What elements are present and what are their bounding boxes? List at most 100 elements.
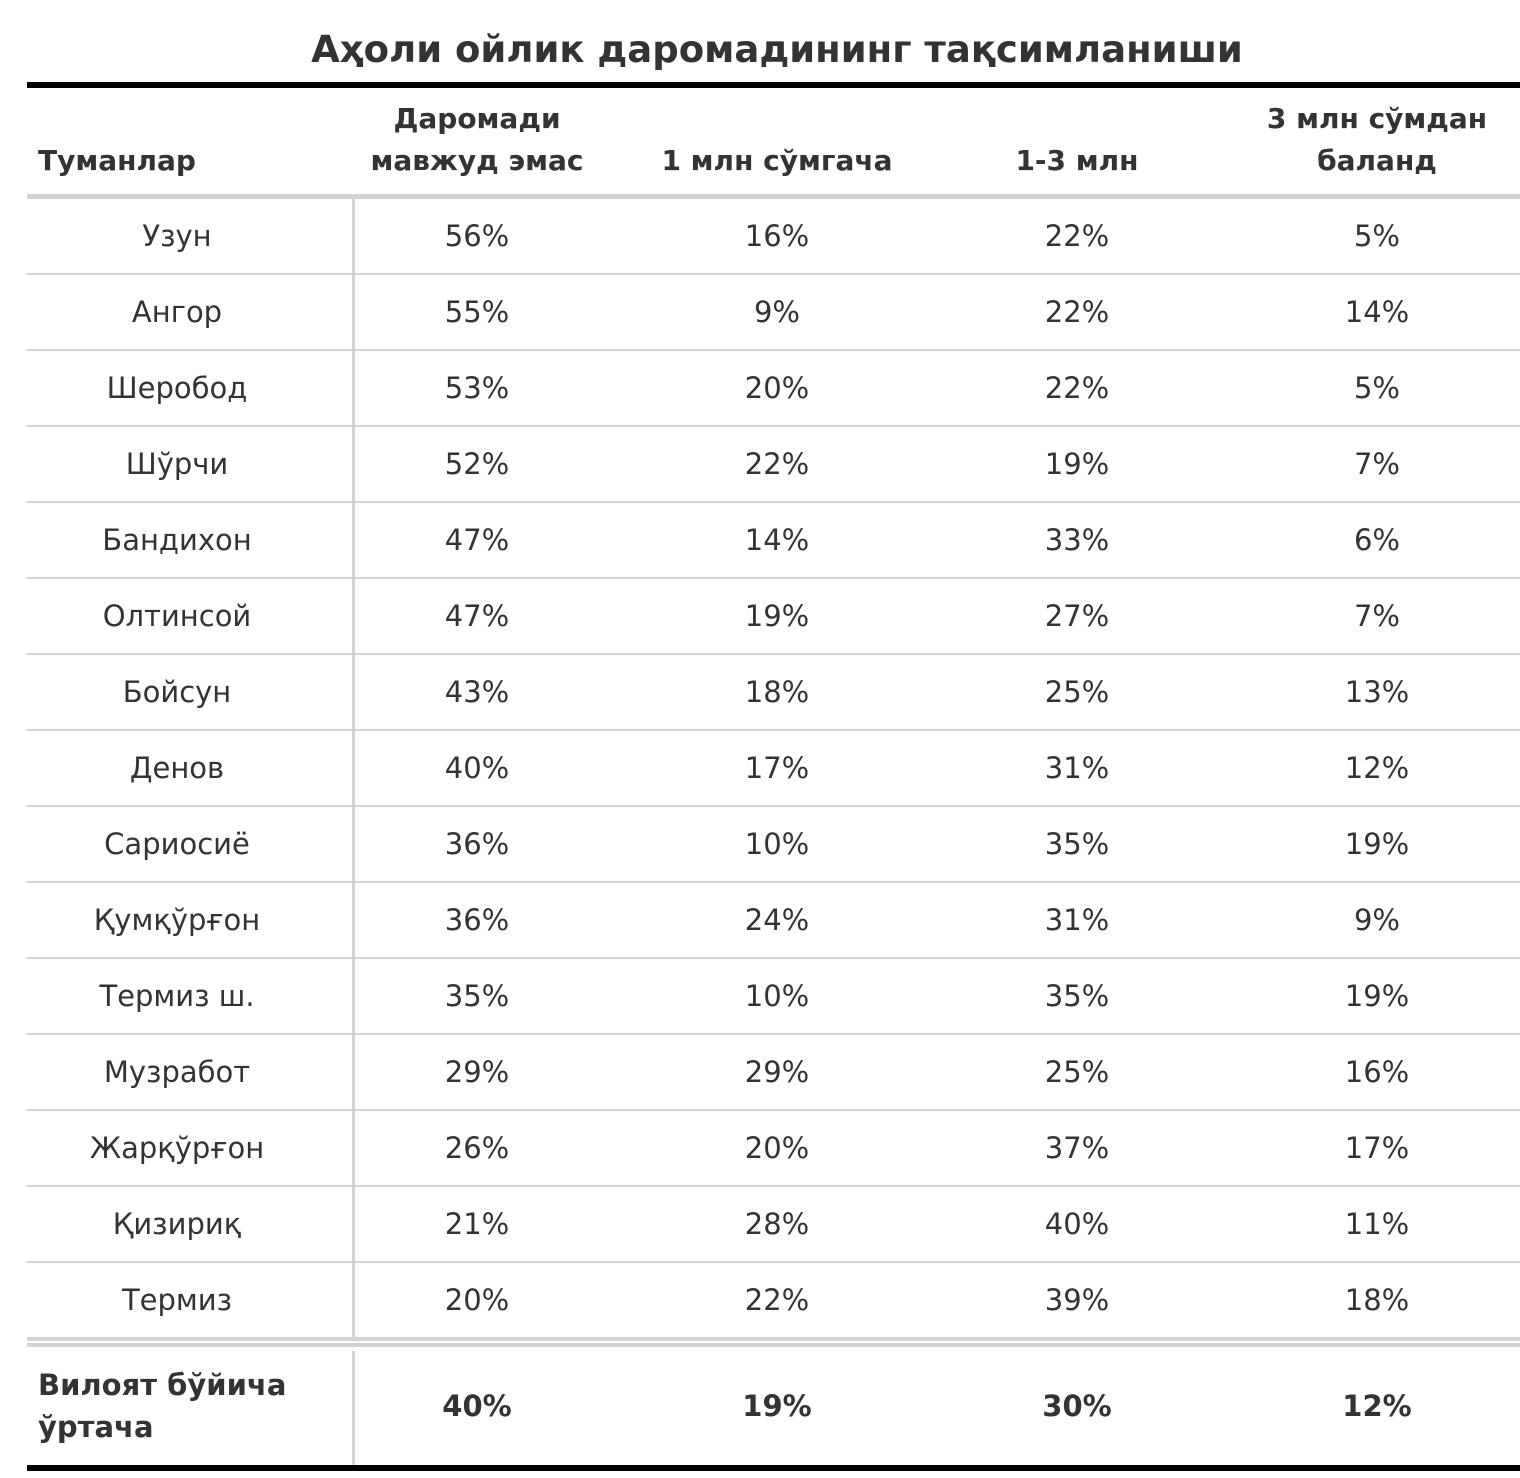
table-cell: 19% [1344,827,1410,861]
table-cell: 17% [744,751,810,785]
table-row: Шеробод 53% 20% 22% 5% [27,351,1520,427]
table-cell: 22% [744,1283,810,1317]
table-cell: 55% [444,295,510,329]
table-row: Шўрчи 52% 22% 19% 7% [27,427,1520,503]
table-cell: 18% [744,675,810,709]
table-cell: 14% [1344,295,1410,329]
row-label: Бандихон [102,523,252,557]
table-cell: 37% [1044,1131,1110,1165]
table-cell: 20% [744,371,810,405]
table-cell: 29% [444,1055,510,1089]
table-cell: 26% [444,1131,510,1165]
footer-label: Вилоят бўйича ўртача [38,1368,287,1444]
table-cell: 22% [1044,295,1110,329]
table-cell: 17% [1344,1131,1410,1165]
row-label: Термиз ш. [99,979,255,1013]
table-cell: 11% [1344,1207,1410,1241]
table-cell: 29% [744,1055,810,1089]
row-label: Музработ [103,1055,251,1089]
footer-rule [27,1337,1520,1347]
table-cell: 19% [1344,979,1410,1013]
table-cell: 5% [1353,219,1400,253]
table-cell: 31% [1044,751,1110,785]
table-cell: 16% [744,219,810,253]
bottom-rule [27,1465,1520,1471]
table-cell: 16% [1344,1055,1410,1089]
footer-cell: 40% [442,1389,512,1423]
table-row: Бойсун 43% 18% 25% 13% [27,655,1520,731]
table-cell: 43% [444,675,510,709]
table-row: Музработ 29% 29% 25% 16% [27,1035,1520,1111]
table-row: Қумқўрғон 36% 24% 31% 9% [27,883,1520,959]
table-cell: 35% [444,979,510,1013]
row-label: Олтинсой [102,599,252,633]
row-label: Шеробод [106,371,248,405]
table-cell: 36% [444,827,510,861]
table-cell: 52% [444,447,510,481]
row-label: Бойсун [122,675,232,709]
row-label: Қумқўрғон [93,903,261,937]
table-cell: 7% [1353,447,1400,481]
table-cell: 9% [753,295,800,329]
footer-cell: 30% [1042,1389,1112,1423]
table-row: Денов 40% 17% 31% 12% [27,731,1520,807]
row-label: Сариосиё [104,827,250,861]
table-cell: 6% [1353,523,1400,557]
table-cell: 10% [744,827,810,861]
table-cell: 19% [1044,447,1110,481]
row-label: Узун [142,219,212,253]
table-cell: 56% [444,219,510,253]
table-cell: 22% [1044,371,1110,405]
table-title: Аҳоли ойлик даромадининг тақсимланиши [311,28,1243,71]
table-row: Ангор 55% 9% 22% 14% [27,275,1520,351]
table-cell: 22% [1044,219,1110,253]
table-cell: 9% [1353,903,1400,937]
table-cell: 25% [1044,1055,1110,1089]
row-label: Термиз [121,1283,233,1317]
table-cell: 47% [444,599,510,633]
header-cell-up-to-1mln: 1 млн сўмгача [661,144,893,177]
table-cell: 28% [744,1207,810,1241]
column-divider [352,199,355,1339]
table-cell: 36% [444,903,510,937]
header-rule [27,194,1520,199]
row-label: Жарқўрғон [89,1131,265,1165]
column-divider [352,1351,355,1465]
footer-cell: 19% [742,1389,812,1423]
table-cell: 33% [1044,523,1110,557]
table-cell: 25% [1044,675,1110,709]
row-label: Денов [129,751,225,785]
table-row: Олтинсой 47% 19% 27% 7% [27,579,1520,655]
table-cell: 39% [1044,1283,1110,1317]
table-cell: 24% [744,903,810,937]
table-footer-row: Вилоят бўйича ўртача 40% 19% 30% 12% [27,1347,1520,1465]
table-cell: 7% [1353,599,1400,633]
table-cell: 5% [1353,371,1400,405]
table-cell: 40% [1044,1207,1110,1241]
table-row: Сариосиё 36% 10% 35% 19% [27,807,1520,883]
table-cell: 18% [1344,1283,1410,1317]
table-cell: 27% [1044,599,1110,633]
header-cell-above-3mln: 3 млн сўмдан баланд [1266,102,1488,177]
table-row: Қизириқ 21% 28% 40% 11% [27,1187,1520,1263]
table-row: Жарқўрғон 26% 20% 37% 17% [27,1111,1520,1187]
table-cell: 19% [744,599,810,633]
table-cell: 31% [1044,903,1110,937]
table-row: Узун 56% 16% 22% 5% [27,199,1520,275]
table-row: Термиз 20% 22% 39% 18% [27,1263,1520,1339]
table-cell: 12% [1344,751,1410,785]
row-label: Ангор [131,295,223,329]
row-label: Қизириқ [112,1207,242,1241]
table-cell: 22% [744,447,810,481]
header-cell-district: Туманлар [38,144,196,177]
table-cell: 47% [444,523,510,557]
table-row: Термиз ш. 35% 10% 35% 19% [27,959,1520,1035]
table-cell: 35% [1044,827,1110,861]
table-header: Туманлар Даромади мавжуд эмас 1 млн сўмг… [27,88,1520,194]
top-rule [27,82,1520,88]
footer-cell: 12% [1342,1389,1412,1423]
table-cell: 20% [744,1131,810,1165]
table-cell: 53% [444,371,510,405]
table-cell: 13% [1344,675,1410,709]
table-cell: 35% [1044,979,1110,1013]
